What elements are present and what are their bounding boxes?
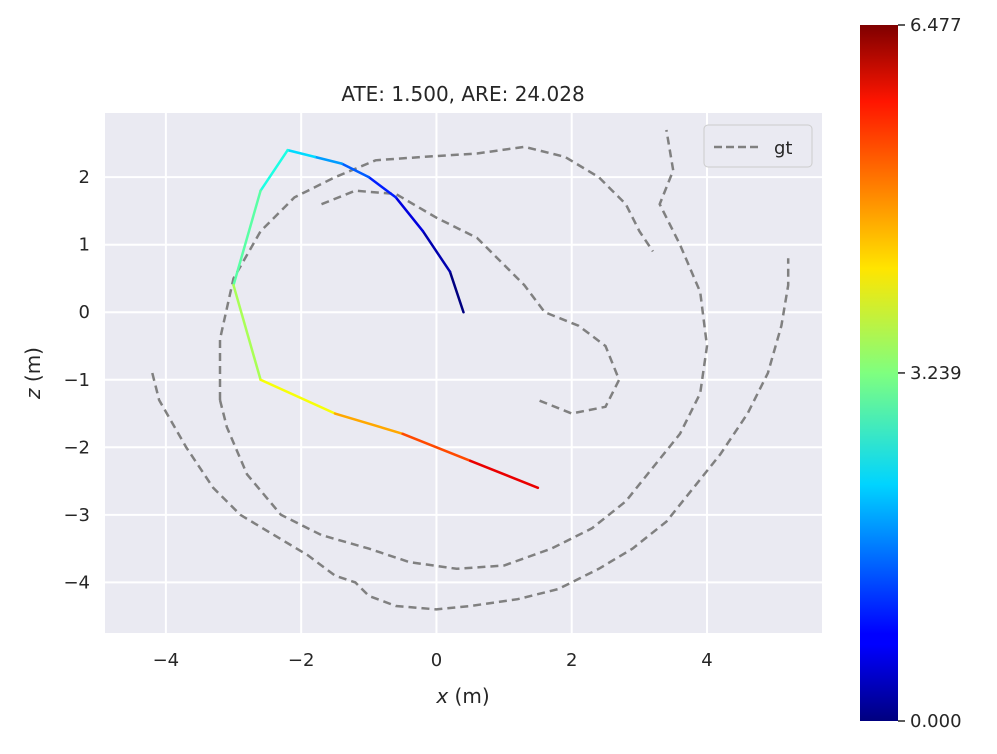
trajectory-segment [333,412,404,436]
y-tick-label: 2 [79,167,90,188]
trajectory-segment [367,175,398,199]
trajectory-segment [469,459,540,490]
x-tick-label: −2 [288,650,315,671]
y-tick-label: −2 [63,437,90,458]
y-tick-label: −3 [63,505,90,526]
colorbar-ticks: 6.477 3.239 0.000 [898,15,962,732]
x-tick-label: −4 [153,650,180,671]
trajectory-segment [259,378,337,415]
y-tick-label: 0 [79,302,90,323]
x-tick-label: 2 [566,650,577,671]
x-tick-label: 4 [701,650,712,671]
trajectory-segment [421,229,452,273]
trajectory-segment [401,432,472,463]
trajectory-segment [259,148,289,192]
x-tick-label: 0 [431,650,442,671]
gt-path-0 [151,258,790,611]
plot-background [105,113,822,633]
trajectory-segment [448,270,465,314]
trajectory-segment [313,155,343,165]
trajectory-segment [394,196,425,233]
axis-ticks: −4 −2 0 2 4 −4 −3 −2 −1 0 1 2 [63,167,712,671]
gt-path-1 [218,129,709,571]
gt-path-3 [321,189,621,415]
trajectory-segment [286,148,316,159]
trajectory-segment [340,162,371,179]
colorbar-tick-label: 3.239 [910,363,962,384]
colorbar-tick-label: 0.000 [910,711,962,732]
legend: gt [703,124,813,168]
colorbar-tick-label: 6.477 [910,15,962,36]
trajectory-segment [232,189,262,287]
y-tick-label: −1 [63,370,90,391]
trajectory-segment [232,283,262,382]
y-tick-label: −4 [63,572,90,593]
colorbar [860,25,898,721]
x-axis-label: x (m) [435,684,489,708]
legend-gt-label: gt [774,138,792,159]
y-tick-label: 1 [79,235,90,256]
y-axis-label: z (m) [21,347,45,400]
series-lines [151,129,790,611]
chart-title: ATE: 1.500, ARE: 24.028 [341,82,584,106]
